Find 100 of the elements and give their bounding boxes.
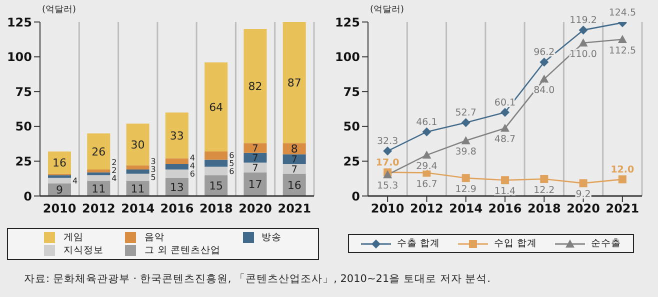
y-tick-label: 25 xyxy=(343,154,360,168)
text: 자료: 문화체육관광부 · 한국콘텐츠진흥원, 「콘텐츠산업조사」, 2010~21을 토대로 저자 분석. xyxy=(24,272,490,286)
bar xyxy=(204,166,228,176)
bar xyxy=(165,112,188,158)
data-label: 16 xyxy=(52,156,66,170)
bar xyxy=(282,164,306,174)
y-tick-label: 50 xyxy=(343,120,360,134)
point xyxy=(500,108,510,117)
y-tick-label: 100 xyxy=(6,50,32,64)
data-label: 48.7 xyxy=(494,134,516,146)
x-tick-label: 2021 xyxy=(606,202,640,216)
y-tick-label: 0 xyxy=(24,189,32,204)
point xyxy=(422,127,432,136)
data-label: 12.2 xyxy=(534,185,555,196)
point xyxy=(501,176,509,184)
x-tick-label: 2016 xyxy=(488,202,522,216)
data-label: 52.7 xyxy=(455,108,476,119)
point xyxy=(462,174,470,182)
point xyxy=(500,124,510,132)
data-label: 11.4 xyxy=(494,186,516,198)
point xyxy=(579,179,588,188)
x-tick-label: 2018 xyxy=(527,202,561,216)
bar xyxy=(126,174,150,181)
bar xyxy=(282,22,306,144)
data-label: 82 xyxy=(248,80,262,93)
data-label: 2 xyxy=(112,166,117,175)
point xyxy=(383,146,392,156)
data-label: 6 xyxy=(229,166,234,176)
data-label: 39.8 xyxy=(455,146,476,158)
x-tick-label: 2014 xyxy=(449,202,483,216)
y-tick-label: 50 xyxy=(15,120,32,134)
data-label: 30 xyxy=(130,138,145,152)
bar xyxy=(204,151,228,160)
data-label: 87 xyxy=(287,76,302,90)
y-tick-label: 125 xyxy=(6,15,32,30)
bar xyxy=(204,62,228,152)
y-tick-label: 25 xyxy=(15,154,32,168)
data-label: 33 xyxy=(170,129,184,142)
data-label: 13 xyxy=(170,180,184,194)
legend-label: 지식정보 xyxy=(62,244,104,257)
x-tick-label: 2018 xyxy=(199,202,233,216)
data-label: 5 xyxy=(150,173,156,182)
bar xyxy=(204,160,228,167)
data-label: 12.9 xyxy=(455,184,476,196)
point xyxy=(578,26,588,35)
data-label: 9 xyxy=(56,184,63,197)
y-axis-title: (억달러) xyxy=(370,4,404,16)
data-label: 3 xyxy=(150,157,156,166)
data-label: 96.2 xyxy=(534,47,555,58)
data-label: 119.2 xyxy=(570,15,597,26)
data-label: 64 xyxy=(209,100,224,114)
data-label: 6 xyxy=(229,150,234,160)
data-label: 4 xyxy=(112,174,117,183)
data-label: 17 xyxy=(248,178,262,192)
point xyxy=(540,74,549,83)
data-label: 16 xyxy=(287,178,302,192)
point xyxy=(422,150,432,159)
bar xyxy=(165,158,188,164)
data-label: 16.7 xyxy=(416,178,438,190)
data-label: 7 xyxy=(252,153,258,164)
point xyxy=(540,58,549,67)
data-label: 124.5 xyxy=(608,8,636,19)
bar xyxy=(87,172,110,176)
legend-label: 음악 xyxy=(143,231,166,244)
data-label: 110.0 xyxy=(570,48,597,60)
point xyxy=(618,34,627,43)
point xyxy=(461,136,470,144)
legend-label: 수입 합계 xyxy=(493,237,538,250)
x-tick-label: 2010 xyxy=(370,202,404,216)
data-label: 4 xyxy=(72,176,78,186)
bar xyxy=(165,170,188,178)
y-tick-label: 125 xyxy=(334,15,360,30)
bar xyxy=(126,165,150,170)
x-tick-label: 2021 xyxy=(278,202,312,216)
bar xyxy=(244,143,267,153)
data-label: 7 xyxy=(291,154,298,166)
point xyxy=(540,175,548,184)
bar xyxy=(87,175,110,181)
x-tick-label: 2016 xyxy=(160,202,194,216)
data-label: 29.4 xyxy=(416,161,438,172)
legend-label: 수출 합계 xyxy=(396,237,440,250)
data-label: 7 xyxy=(252,162,258,174)
data-label: 17.0 xyxy=(376,157,400,168)
bar xyxy=(165,164,188,170)
bar xyxy=(244,152,267,163)
data-label: 15.3 xyxy=(376,180,398,192)
x-tick-label: 2020 xyxy=(238,202,272,216)
data-label: 84.0 xyxy=(534,85,555,96)
data-label: 3 xyxy=(150,165,156,174)
x-tick-label: 2014 xyxy=(121,202,155,216)
y-tick-label: 100 xyxy=(334,50,360,64)
bar xyxy=(244,162,267,172)
data-label: 11 xyxy=(130,182,145,196)
bar xyxy=(126,124,150,166)
data-label: 8 xyxy=(290,142,298,156)
data-label: 4 xyxy=(190,162,196,171)
bar xyxy=(87,170,110,172)
bar xyxy=(244,172,267,196)
legend-label: 순수출 xyxy=(590,237,622,250)
x-tick-label: 2012 xyxy=(410,202,444,216)
